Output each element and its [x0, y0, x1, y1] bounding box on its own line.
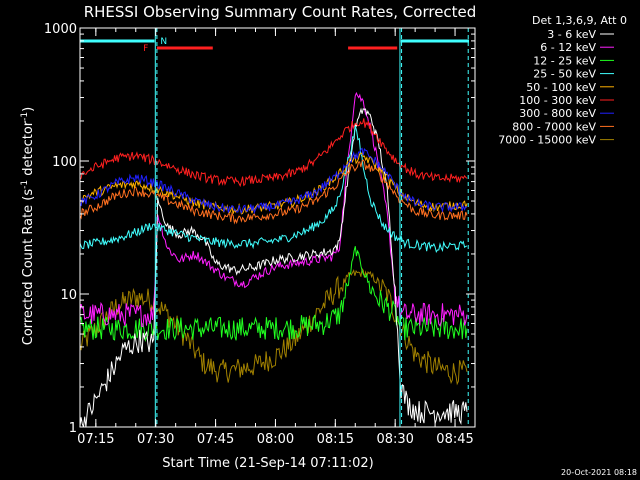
series-line-1: [79, 91, 468, 328]
series-line-7: [79, 159, 468, 225]
x-axis: 07:15 07:30 07:45 08:00 08:15 08:30 08:45: [77, 28, 474, 447]
legend-label: 300 - 800 keV: [519, 107, 596, 120]
legend-header: Det 1,3,6,9, Att 0: [532, 14, 627, 27]
x-tick-label: 08:45: [436, 432, 473, 447]
footer-date: 20-Oct-2021 08:18: [561, 468, 637, 477]
legend-label: 100 - 300 keV: [519, 94, 596, 107]
annotation-f: F: [143, 44, 148, 54]
plot-frame: [79, 27, 476, 428]
y-tick-label: 1000: [44, 22, 77, 37]
legend-label: 50 - 100 keV: [526, 81, 596, 94]
series-line-6: [79, 147, 468, 215]
x-tick-label: 07:15: [77, 432, 114, 447]
legend-label: 3 - 6 keV: [547, 28, 596, 41]
x-tick-label: 07:45: [197, 432, 234, 447]
x-tick-label: 08:00: [257, 432, 294, 447]
x-tick-label: 08:30: [376, 432, 413, 447]
y-tick-label: 1: [69, 421, 77, 436]
plot-area: FN 07:15 07:30 07:45 08:00 08:15 08:30 08:45 1…: [44, 22, 476, 447]
y-tick-label: 10: [60, 288, 77, 303]
legend-label: 800 - 7000 keV: [512, 120, 596, 133]
legend-label: 7000 - 15000 keV: [498, 134, 596, 147]
legend-label: 6 - 12 keV: [540, 41, 596, 54]
series-line-4: [79, 152, 468, 215]
chart-title: RHESSI Observing Summary Count Rates, Co…: [84, 3, 477, 21]
time-markers: FN: [80, 28, 470, 427]
series-line-3: [79, 125, 468, 254]
series-line-2: [79, 246, 468, 343]
y-axis: 1 10 100 1000: [44, 22, 475, 436]
x-tick-label: 08:15: [317, 432, 354, 447]
y-tick-label: 100: [52, 155, 77, 170]
x-axis-label: Start Time (21-Sep-14 07:11:02): [162, 456, 373, 471]
legend-label: 12 - 25 keV: [533, 54, 596, 67]
series-lines: [79, 91, 468, 428]
legend-label: 25 - 50 keV: [533, 68, 596, 81]
series-line-0: [79, 107, 468, 428]
y-axis-label: Corrected Count Rate (s-1 detector-1): [20, 107, 36, 345]
series-line-5: [79, 118, 468, 188]
annotation-n: N: [160, 37, 167, 47]
x-tick-label: 07:30: [137, 432, 174, 447]
